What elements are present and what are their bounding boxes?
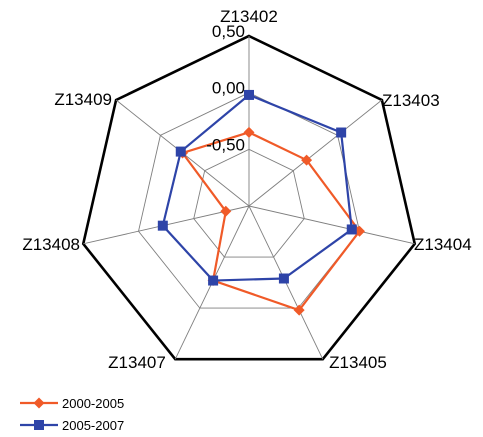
grid-ring-2 (138, 92, 360, 309)
series-line-1 (161, 93, 353, 282)
grid-ring-3 (81, 34, 417, 361)
series-line-0 (180, 131, 361, 312)
axis-label-z13408: Z13408 (22, 235, 80, 254)
series-1-point-5 (157, 220, 168, 231)
series-1-point-6 (175, 146, 186, 157)
legend-label-1: 2005-2007 (62, 418, 124, 433)
axis-label-z13404: Z13404 (414, 235, 472, 254)
tick-label-2: 0,00 (212, 79, 245, 98)
spoke-2 (248, 205, 415, 245)
legend-label-0: 2000-2005 (62, 396, 124, 411)
series-0-point-5 (220, 205, 232, 217)
series-0-point-3 (293, 304, 305, 316)
axis-label-z13403: Z13403 (382, 91, 440, 110)
series-0-point-0 (243, 126, 255, 138)
series-1-point-2 (346, 224, 357, 235)
tick-label-3: 0,50 (212, 22, 245, 41)
legend-marker-1 (34, 420, 44, 430)
axis-label-z13402: Z13402 (220, 7, 278, 26)
axis-label-z13407: Z13407 (108, 353, 166, 372)
series-1-point-4 (208, 275, 219, 286)
series-0-point-1 (301, 154, 313, 166)
series-1-point-0 (244, 89, 254, 100)
legend-marker-0 (33, 397, 45, 409)
axis-label-z13409: Z13409 (54, 90, 112, 109)
axis-label-z13405: Z13405 (329, 353, 387, 372)
series-1-point-1 (336, 127, 347, 138)
series-1-point-3 (278, 273, 289, 284)
tick-label-1: -0,50 (206, 135, 245, 154)
spoke-1 (248, 99, 383, 207)
